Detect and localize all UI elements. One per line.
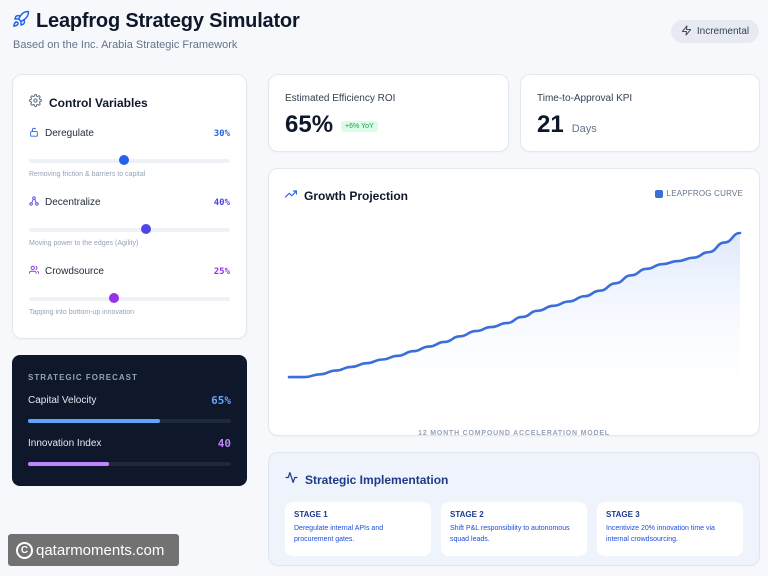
variable-deregulate: Deregulate 30% Removing friction & barri… <box>29 127 230 196</box>
kpi-value: 65% <box>285 111 334 138</box>
control-variables-card: Control Variables Deregulate 30% Removin… <box>12 74 247 339</box>
forecast-title: STRATEGIC FORECAST <box>28 373 138 382</box>
variable-label: Deregulate <box>45 128 94 139</box>
page-subtitle: Based on the Inc. Arabia Strategic Frame… <box>13 39 238 51</box>
kpi-value: 21 <box>537 111 564 138</box>
kpi-unit: Days <box>571 123 597 135</box>
metric-capital-velocity: Capital Velocity 65% <box>28 394 231 423</box>
kpi-label: Time-to-Approval KPI <box>537 93 633 104</box>
chart-caption: 12 MONTH COMPOUND ACCELERATION MODEL <box>418 430 610 437</box>
metric-label: Capital Velocity <box>28 395 97 406</box>
stage-title: STAGE 3 <box>606 510 640 519</box>
implementation-title: Strategic Implementation <box>305 473 449 487</box>
control-variables-title: Control Variables <box>49 96 148 110</box>
mode-toggle-button[interactable]: Incremental <box>671 20 759 43</box>
watermark-text: qatarmoments.com <box>36 541 165 559</box>
activity-icon <box>285 471 298 489</box>
copyright-icon: C <box>16 541 33 559</box>
lightning-icon <box>681 24 692 39</box>
metric-innovation-index: Innovation Index 40 <box>28 437 231 466</box>
chart-title: Growth Projection <box>304 189 409 203</box>
progress-track <box>28 462 231 466</box>
mode-label: Incremental <box>696 26 750 37</box>
growth-chart <box>287 231 742 409</box>
roi-kpi-card: Estimated Efficiency ROI 65% +6% YoY <box>268 74 509 152</box>
page-title: Leapfrog Strategy Simulator <box>36 10 300 32</box>
stage-description: Deregulate internal APIs and <box>294 525 384 532</box>
watermark: C qatarmoments.com <box>8 534 179 566</box>
variable-description: Tapping into bottom-up innovation <box>29 309 135 316</box>
variable-description: Removing friction & barriers to capital <box>29 171 146 178</box>
slider-thumb[interactable] <box>108 293 119 303</box>
variable-value: 25% <box>213 266 230 277</box>
trend-badge: +6% YoY <box>341 121 378 132</box>
legend-label: LEAPFROG CURVE <box>666 189 743 198</box>
progress-track <box>28 419 231 423</box>
variable-value: 40% <box>213 197 230 208</box>
progress-fill <box>28 419 160 423</box>
approval-kpi-card: Time-to-Approval KPI 21 Days <box>520 74 760 152</box>
network-icon <box>29 196 39 209</box>
kpi-label: Estimated Efficiency ROI <box>285 93 396 104</box>
stage-title: STAGE 1 <box>294 510 328 519</box>
rocket-icon <box>12 10 30 33</box>
progress-fill <box>28 462 110 466</box>
stage-description: Incentivize 20% innovation time via <box>606 525 715 532</box>
variable-description: Moving power to the edges (Agility) <box>29 240 139 247</box>
metric-value: 65% <box>211 394 231 407</box>
variable-decentralize: Decentralize 40% Moving power to the edg… <box>29 196 230 265</box>
page-header: Leapfrog Strategy Simulator Based on the… <box>12 10 300 51</box>
crowdsource-slider[interactable] <box>29 293 230 303</box>
stage-description: Shift P&L responsibility to autonomous <box>450 525 570 532</box>
stage-2-card: STAGE 2 Shift P&L responsibility to auto… <box>441 502 587 556</box>
legend-swatch <box>654 189 663 198</box>
lock-open-icon <box>29 127 39 140</box>
stage-description: squad leads. <box>450 535 490 543</box>
slider-thumb[interactable] <box>119 155 130 165</box>
users-icon <box>28 265 40 278</box>
chart-legend: LEAPFROG CURVE <box>654 189 743 198</box>
slider-thumb[interactable] <box>140 224 151 234</box>
variable-label: Decentralize <box>45 197 101 208</box>
chart-series-line <box>287 231 742 379</box>
stage-description: internal crowdsourcing. <box>606 535 678 543</box>
stage-3-card: STAGE 3 Incentivize 20% innovation time … <box>597 502 743 556</box>
gear-icon <box>29 94 42 112</box>
growth-projection-card: Growth Projection LEAPFROG CURVE 12 MONT… <box>268 168 760 437</box>
stage-1-card: STAGE 1 Deregulate internal APIs and proc… <box>285 502 431 556</box>
variable-label: Crowdsource <box>45 266 104 277</box>
variable-crowdsource: Crowdsource 25% Tapping into bottom-up i… <box>28 265 230 334</box>
metric-label: Innovation Index <box>28 438 102 449</box>
stage-title: STAGE 2 <box>450 510 484 519</box>
decentralize-slider[interactable] <box>29 224 230 234</box>
metric-value: 40 <box>217 437 231 450</box>
deregulate-slider[interactable] <box>29 155 230 165</box>
variable-value: 30% <box>213 128 230 139</box>
stage-description: procurement gates. <box>294 535 355 543</box>
trending-up-icon <box>284 187 298 205</box>
strategic-forecast-card: STRATEGIC FORECAST Capital Velocity 65% … <box>12 355 247 486</box>
strategic-implementation-card: Strategic Implementation STAGE 1 Deregul… <box>268 452 760 566</box>
